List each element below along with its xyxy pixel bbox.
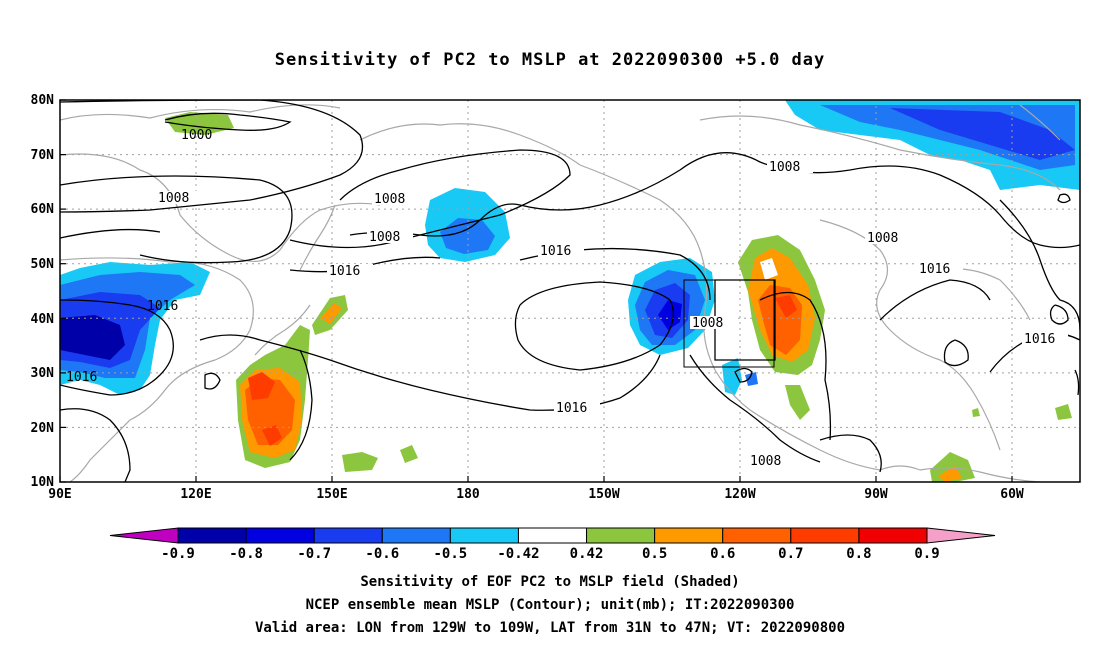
- colorbar-tick-label: 0.9: [914, 546, 939, 562]
- colorbar-tick-label: -0.6: [365, 546, 399, 562]
- isobar-label: 1016: [329, 264, 360, 279]
- shaded-sensitivity: [60, 100, 1080, 482]
- lon-label: 120E: [180, 487, 211, 502]
- colorbar-swatch: [586, 527, 656, 544]
- lon-label: 150W: [588, 487, 619, 502]
- isobar-label: 1008: [369, 230, 400, 245]
- isobar-label: 1016: [66, 370, 97, 385]
- lat-label: 60N: [31, 202, 55, 217]
- longitude-labels: 90E 120E 150E 180 150W 120W 90W 60W: [48, 487, 1024, 502]
- colorbar-swatch: [381, 527, 451, 544]
- colorbar-tick-label: -0.9: [161, 546, 195, 562]
- colorbar-swatch: [177, 527, 247, 544]
- colorbar-tick-label: 0.8: [846, 546, 871, 562]
- isobar-label: 1016: [1024, 332, 1055, 347]
- colorbar-tick-label: 0.5: [642, 546, 667, 562]
- isobar-labels: 1000 1008 1008 1008 1008 1016 1016 1016 …: [66, 128, 1068, 469]
- colorbar-tick-label: -0.5: [434, 546, 468, 562]
- colorbar-swatch: [858, 527, 928, 544]
- colorbar-swatch: [790, 527, 860, 544]
- graticule: [60, 100, 1080, 482]
- lat-label: 30N: [31, 366, 55, 381]
- colorbar-tick-label: -0.8: [229, 546, 263, 562]
- colorbar-swatch: [449, 527, 519, 544]
- isobar-label: 1008: [692, 316, 723, 331]
- colorbar-swatch: [245, 527, 315, 544]
- caption-line-1: Sensitivity of EOF PC2 to MSLP field (Sh…: [360, 574, 740, 590]
- colorbar-tick-label: 0.6: [710, 546, 735, 562]
- lon-label: 120W: [724, 487, 755, 502]
- colorbar-swatch: [109, 527, 179, 544]
- caption-line-3: Valid area: LON from 129W to 109W, LAT f…: [254, 620, 845, 636]
- isobar-label: 1008: [158, 191, 189, 206]
- lat-label: 10N: [31, 475, 55, 490]
- colorbar-tick-label: -0.42: [497, 546, 539, 562]
- map-title: Sensitivity of PC2 to MSLP at 2022090300…: [274, 50, 826, 70]
- isobar-label: 1008: [374, 192, 405, 207]
- isobar-label: 1016: [919, 262, 950, 277]
- isobar-label: 1008: [867, 231, 898, 246]
- colorbar-tick-label: -0.7: [297, 546, 331, 562]
- lon-label: 90W: [864, 487, 888, 502]
- latitude-labels: 80N 70N 60N 50N 40N 30N 20N 10N: [31, 93, 55, 490]
- lat-label: 70N: [31, 148, 55, 163]
- colorbar-swatch: [517, 527, 588, 544]
- lat-label: 20N: [31, 421, 55, 436]
- plot-area: [60, 100, 1080, 482]
- isobar-label: 1008: [750, 454, 781, 469]
- colorbar: -0.9 -0.8 -0.7 -0.6 -0.5 -0.42 0.42 0.5 0.6 0.7 0.…: [109, 527, 996, 562]
- lat-label: 50N: [31, 257, 55, 272]
- colorbar-tick-label: 0.7: [778, 546, 803, 562]
- lat-label: 40N: [31, 312, 55, 327]
- colorbar-swatch: [926, 527, 996, 544]
- lon-label: 180: [456, 487, 480, 502]
- lon-label: 150E: [316, 487, 347, 502]
- valid-area-box: [683, 279, 775, 368]
- plot-frame: [59, 99, 1081, 483]
- lon-label: 60W: [1000, 487, 1024, 502]
- isobar-label: 1008: [769, 160, 800, 175]
- isobar-label: 1016: [540, 244, 571, 259]
- caption-line-2: NCEP ensemble mean MSLP (Contour); unit(…: [305, 597, 795, 613]
- colorbar-swatch: [313, 527, 383, 544]
- lon-label: 90E: [48, 487, 71, 502]
- isobar-label: 1016: [147, 299, 178, 314]
- ticks: [59, 99, 1013, 483]
- colorbar-tick-label: 0.42: [570, 546, 604, 562]
- isobar-label: 1000: [181, 128, 212, 143]
- colorbar-swatch: [654, 527, 724, 544]
- lat-label: 80N: [31, 93, 55, 108]
- colorbar-swatch: [722, 527, 792, 544]
- isobar-label: 1016: [556, 401, 587, 416]
